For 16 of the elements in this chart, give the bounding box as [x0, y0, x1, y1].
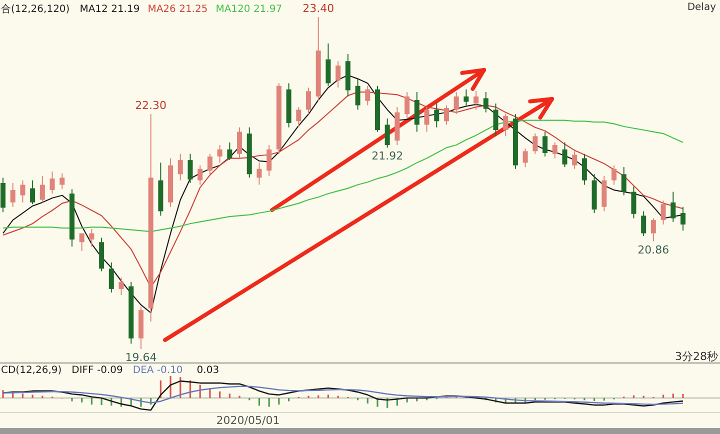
chart-title: 合(12,26,120)	[1, 3, 70, 15]
text: 2020/05/01	[216, 414, 280, 427]
annotation: 19.64	[125, 351, 157, 364]
series-label: DIFF -0.09	[72, 365, 123, 376]
annotation: 0.03	[196, 365, 220, 376]
series-label: DEA -0.10	[132, 365, 183, 376]
annotation: 23.40	[302, 2, 334, 15]
text: MA26 21.25	[148, 4, 208, 15]
text: MA120 21.97	[216, 4, 282, 15]
annotation: 20.86	[638, 243, 670, 256]
chart-title: CD(12,26,9)	[1, 365, 62, 376]
text: Delay	[687, 2, 716, 13]
annotation: 21.92	[372, 150, 404, 163]
text: MA12 21.19	[80, 4, 140, 15]
annotation: 22.30	[135, 99, 167, 112]
text: 3分28秒	[675, 350, 718, 363]
